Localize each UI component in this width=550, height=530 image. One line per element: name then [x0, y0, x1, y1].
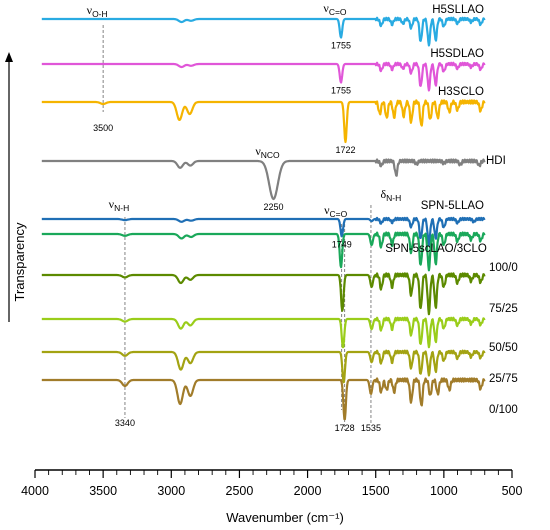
series-label: 0/100	[489, 404, 518, 416]
series-label: 25/75	[489, 373, 518, 385]
spectrum-100-0	[41, 231, 486, 272]
spectrum-h5sllao	[41, 16, 486, 47]
y-axis-label: Transparency	[12, 222, 27, 301]
band-labels: νO-H νC=O νNCO δN-H νN-H νC=O	[87, 1, 402, 219]
series-label: SPN-5LLAO	[421, 200, 484, 212]
series-label: H5SLLAO	[432, 4, 484, 16]
band-label-vco2: νC=O	[324, 203, 348, 219]
y-axis-group: Transparency	[5, 52, 27, 322]
band-label-vnco: νNCO	[255, 144, 280, 160]
spectrum-spn-5llao	[41, 216, 486, 247]
y-arrow-head	[5, 52, 13, 62]
group-label: SPN-5scLAO/3CLO	[385, 243, 487, 255]
band-label-dnh: δN-H	[380, 187, 401, 203]
x-tick-label: 2000	[294, 484, 322, 498]
spectrum-hdi	[41, 158, 486, 201]
series-label: H5SDLAO	[430, 48, 484, 60]
x-tick-label: 2500	[226, 484, 254, 498]
peak-annotation: 2250	[263, 202, 283, 212]
spectrum-50-50	[41, 316, 486, 349]
x-axis: 4000 3500 3000 2500 2000 1500 1000 500	[21, 469, 523, 498]
x-axis-label: Wavenumber (cm⁻¹)	[226, 510, 344, 525]
spectrum-25-75	[41, 349, 486, 384]
series-labels: H5SLLAO 1755 H5SDLAO 1755 H3SCLO 3500 1722 HDI 2…	[93, 4, 518, 433]
series-label: 100/0	[489, 262, 518, 274]
x-tick-label: 3500	[89, 484, 117, 498]
spectrum-0-100	[41, 377, 486, 421]
peak-annotation: 1749	[332, 239, 352, 249]
band-label-vnh: νN-H	[109, 197, 130, 213]
series-label: H3SCLO	[438, 86, 484, 98]
x-tick-label: 4000	[21, 484, 49, 498]
band-label-voh: νO-H	[87, 3, 108, 19]
x-tick-label: 1000	[430, 484, 458, 498]
spectrum-h5sdlao	[41, 61, 486, 92]
peak-annotation: 3340	[115, 418, 135, 428]
spectrum-75-25	[41, 272, 486, 316]
peak-annotation: 3500	[93, 123, 113, 133]
spectra-group	[41, 16, 486, 421]
peak-annotation: 1535	[361, 423, 381, 433]
peak-annotation: 1722	[335, 145, 355, 155]
series-label: 50/50	[489, 342, 518, 354]
spectrum-h3sclo	[41, 99, 486, 144]
x-tick-label: 1500	[362, 484, 390, 498]
peak-annotation: 1728	[335, 423, 355, 433]
series-label: HDI	[486, 155, 506, 167]
peak-annotation: 1755	[331, 86, 351, 96]
peak-annotation: 1755	[331, 41, 351, 51]
x-tick-label: 500	[502, 484, 523, 498]
series-label: 75/25	[489, 303, 518, 315]
x-tick-label: 3000	[157, 484, 185, 498]
band-label-vco1: νC=O	[323, 1, 347, 17]
